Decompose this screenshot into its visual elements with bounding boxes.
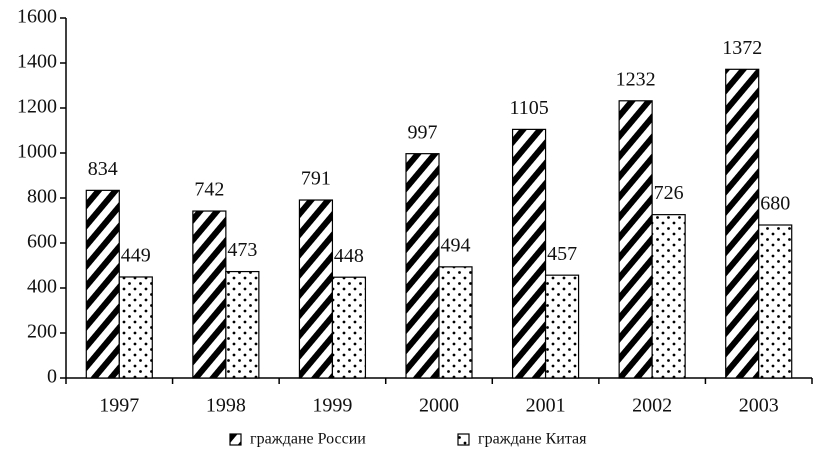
bar — [405, 153, 440, 379]
y-tick-label: 1200 — [17, 96, 57, 118]
bar — [511, 128, 547, 379]
x-tick-label: 1999 — [312, 395, 352, 417]
bar — [225, 270, 260, 379]
x-tick-label: 2001 — [526, 395, 566, 417]
value-label: 997 — [408, 121, 438, 143]
legend-swatch — [457, 433, 470, 446]
value-label: 726 — [654, 182, 684, 204]
bar — [298, 199, 334, 379]
value-label: 742 — [194, 179, 224, 201]
value-label: 791 — [301, 168, 331, 190]
value-label: 494 — [441, 234, 471, 256]
value-label: 680 — [760, 193, 790, 215]
y-tick-label: 0 — [47, 366, 57, 388]
x-tick-label: 2003 — [739, 395, 779, 417]
y-tick-label: 1600 — [17, 6, 57, 28]
bar — [118, 276, 153, 379]
bar — [758, 224, 793, 379]
y-tick-label: 400 — [27, 276, 57, 298]
value-label: 1105 — [509, 97, 548, 119]
x-tick-label: 1998 — [206, 395, 246, 417]
legend: граждане России граждане Китая — [229, 431, 587, 448]
legend-swatch — [229, 433, 242, 446]
bar — [438, 266, 473, 379]
y-tick-label: 600 — [27, 231, 57, 253]
value-label: 449 — [121, 245, 151, 267]
y-tick-label: 1000 — [17, 141, 57, 163]
value-label: 473 — [227, 239, 257, 261]
y-tick-label: 200 — [27, 321, 57, 343]
y-tick-label: 800 — [27, 186, 57, 208]
bar — [544, 274, 580, 379]
legend-label: граждане России — [250, 431, 366, 448]
value-label: 448 — [334, 245, 364, 267]
bar — [331, 276, 367, 379]
legend-label: граждане Китая — [478, 431, 587, 448]
value-label: 834 — [88, 158, 118, 180]
y-tick-label: 1400 — [17, 51, 57, 73]
value-label: 1372 — [722, 37, 762, 59]
value-label: 457 — [547, 243, 577, 265]
bar — [192, 210, 227, 379]
bar — [651, 214, 686, 379]
x-tick-label: 1997 — [99, 395, 139, 417]
value-label: 1232 — [616, 68, 656, 90]
x-tick-label: 2002 — [632, 395, 672, 417]
bar — [85, 189, 120, 379]
bar — [725, 68, 760, 379]
bar — [618, 100, 653, 379]
x-tick-label: 2000 — [419, 395, 459, 417]
